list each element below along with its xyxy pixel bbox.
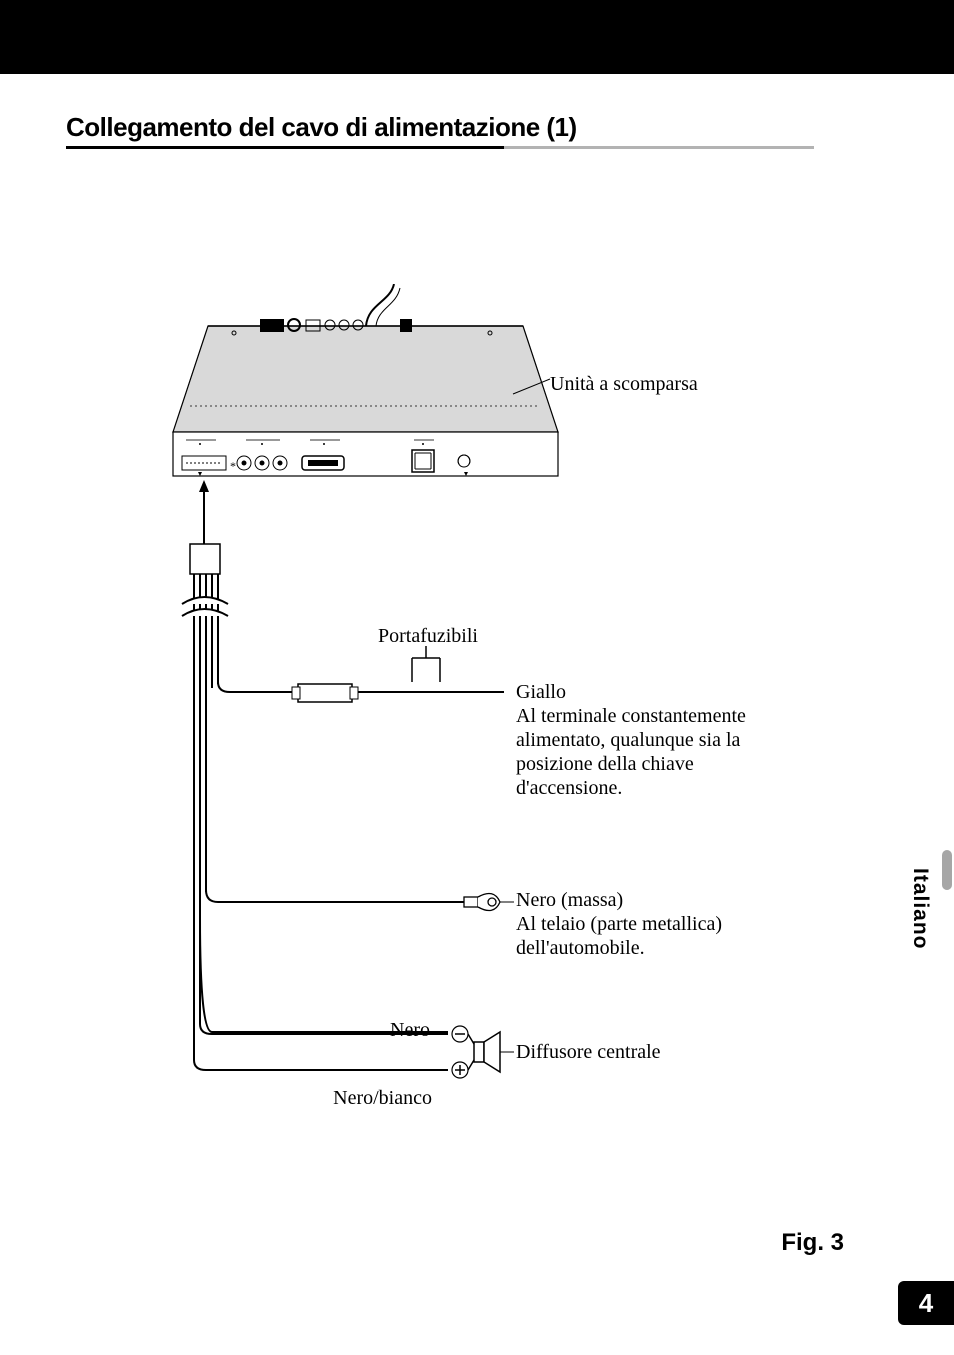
label-giallo-line4: d'accensione. (516, 776, 622, 801)
wiring-diagram: * (168, 284, 808, 1114)
label-neromassa-title: Nero (massa) (516, 888, 623, 913)
label-giallo-line3: posizione della chiave (516, 752, 694, 777)
label-diffusore: Diffusore centrale (516, 1040, 661, 1065)
label-portafusibili: Portafuzibili (378, 624, 478, 649)
label-neromassa-line1: Al telaio (parte metallica) (516, 912, 722, 937)
label-neromassa-line2: dell'automobile. (516, 936, 645, 961)
label-unita: Unità a scomparsa (550, 372, 698, 397)
section-title: Collegamento del cavo di alimentazione (… (66, 112, 577, 143)
label-giallo-line2: alimentato, qualunque sia la (516, 728, 740, 753)
label-giallo-line1: Al terminale constantemente (516, 704, 746, 729)
header-black-bar (0, 0, 954, 74)
svg-text:*: * (230, 459, 236, 473)
tab-text: Italiano (908, 868, 932, 950)
label-nero: Nero (370, 1018, 430, 1043)
page-number-badge: 4 (898, 1281, 954, 1325)
figure-caption: Fig. 3 (781, 1229, 844, 1257)
label-giallo-title: Giallo (516, 680, 566, 705)
title-underline (66, 146, 814, 150)
tab-pill (942, 850, 952, 890)
language-tab: Italiano (908, 868, 928, 1018)
label-nerobianco: Nero/bianco (302, 1086, 432, 1111)
